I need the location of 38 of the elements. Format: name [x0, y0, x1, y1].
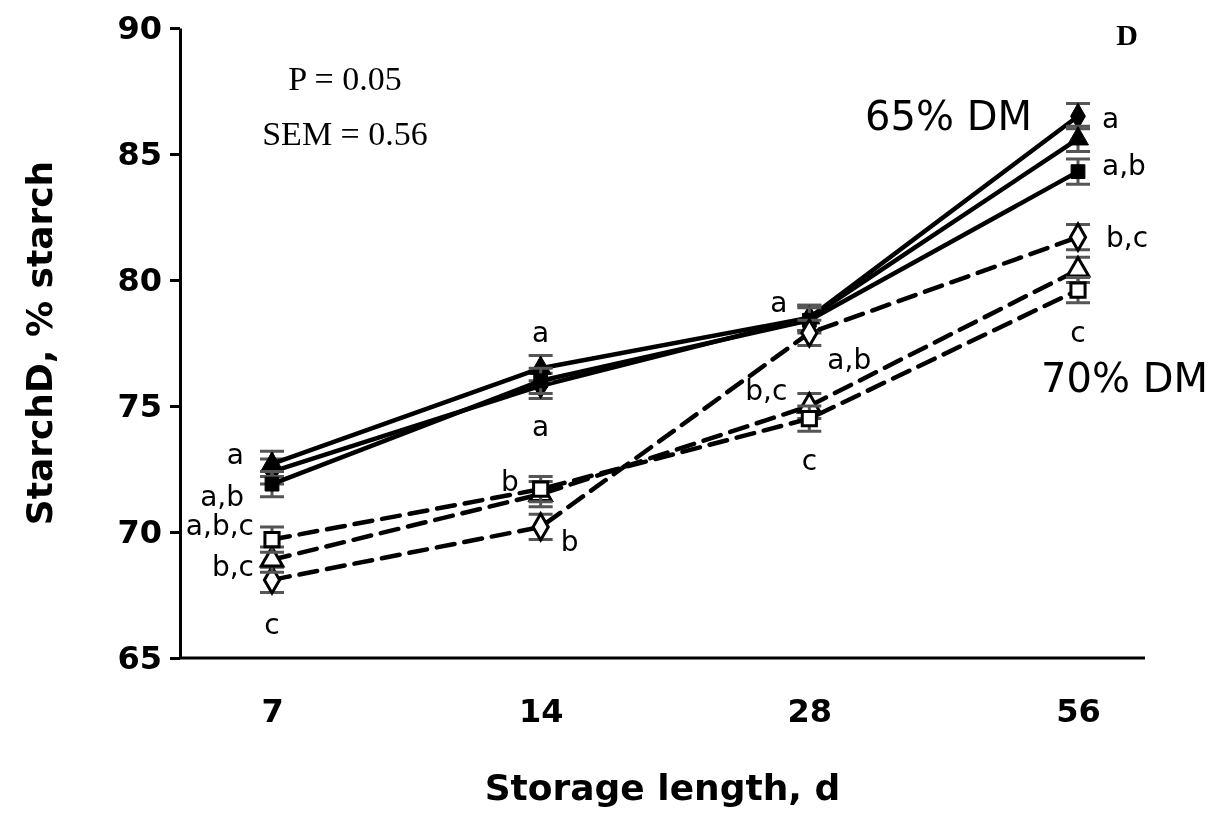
annotation: D: [1116, 18, 1138, 51]
annotation: a,b: [1102, 149, 1146, 183]
annotation: b: [560, 524, 579, 558]
annotation: b,c: [745, 373, 788, 407]
point: [1069, 281, 1087, 299]
annotation: c: [1070, 315, 1086, 349]
annotation: a: [532, 409, 550, 443]
y-tick-label: 70: [117, 512, 162, 551]
y-tick-label: 65: [117, 638, 162, 677]
y-tick-label: 80: [117, 260, 162, 299]
point: [263, 530, 281, 549]
annotation: a: [770, 285, 788, 319]
y-tick-label: 90: [117, 8, 162, 47]
annotation: b,c: [211, 549, 254, 583]
annotation: SEM = 0.56: [262, 115, 428, 152]
annotation: a: [532, 316, 550, 349]
point: [533, 373, 549, 389]
annotation: b,c: [1106, 220, 1149, 254]
x-tick-label: 56: [1056, 691, 1101, 730]
annotation: 65% DM: [865, 93, 1032, 139]
x-tick-label: 14: [518, 691, 564, 730]
x-axis-title: Storage length, d: [484, 767, 841, 808]
x-tick-label: 7: [261, 691, 284, 730]
y-tick-label: 75: [117, 386, 162, 425]
y-tick-label: 85: [117, 134, 162, 173]
point: [264, 476, 280, 492]
annotation: b: [500, 464, 519, 498]
annotation: c: [264, 607, 280, 641]
annotation: a: [226, 437, 244, 471]
annotation: c: [801, 444, 818, 478]
annotation: P = 0.05: [288, 60, 402, 97]
annotation: 70% DM: [1041, 355, 1208, 401]
point: [1070, 164, 1086, 180]
y-axis-title: StarchD, % starch: [19, 160, 60, 526]
point: [800, 410, 818, 428]
annotation: a: [1102, 102, 1120, 135]
x-tick-label: 28: [787, 691, 833, 730]
annotation: a,b: [827, 342, 872, 376]
